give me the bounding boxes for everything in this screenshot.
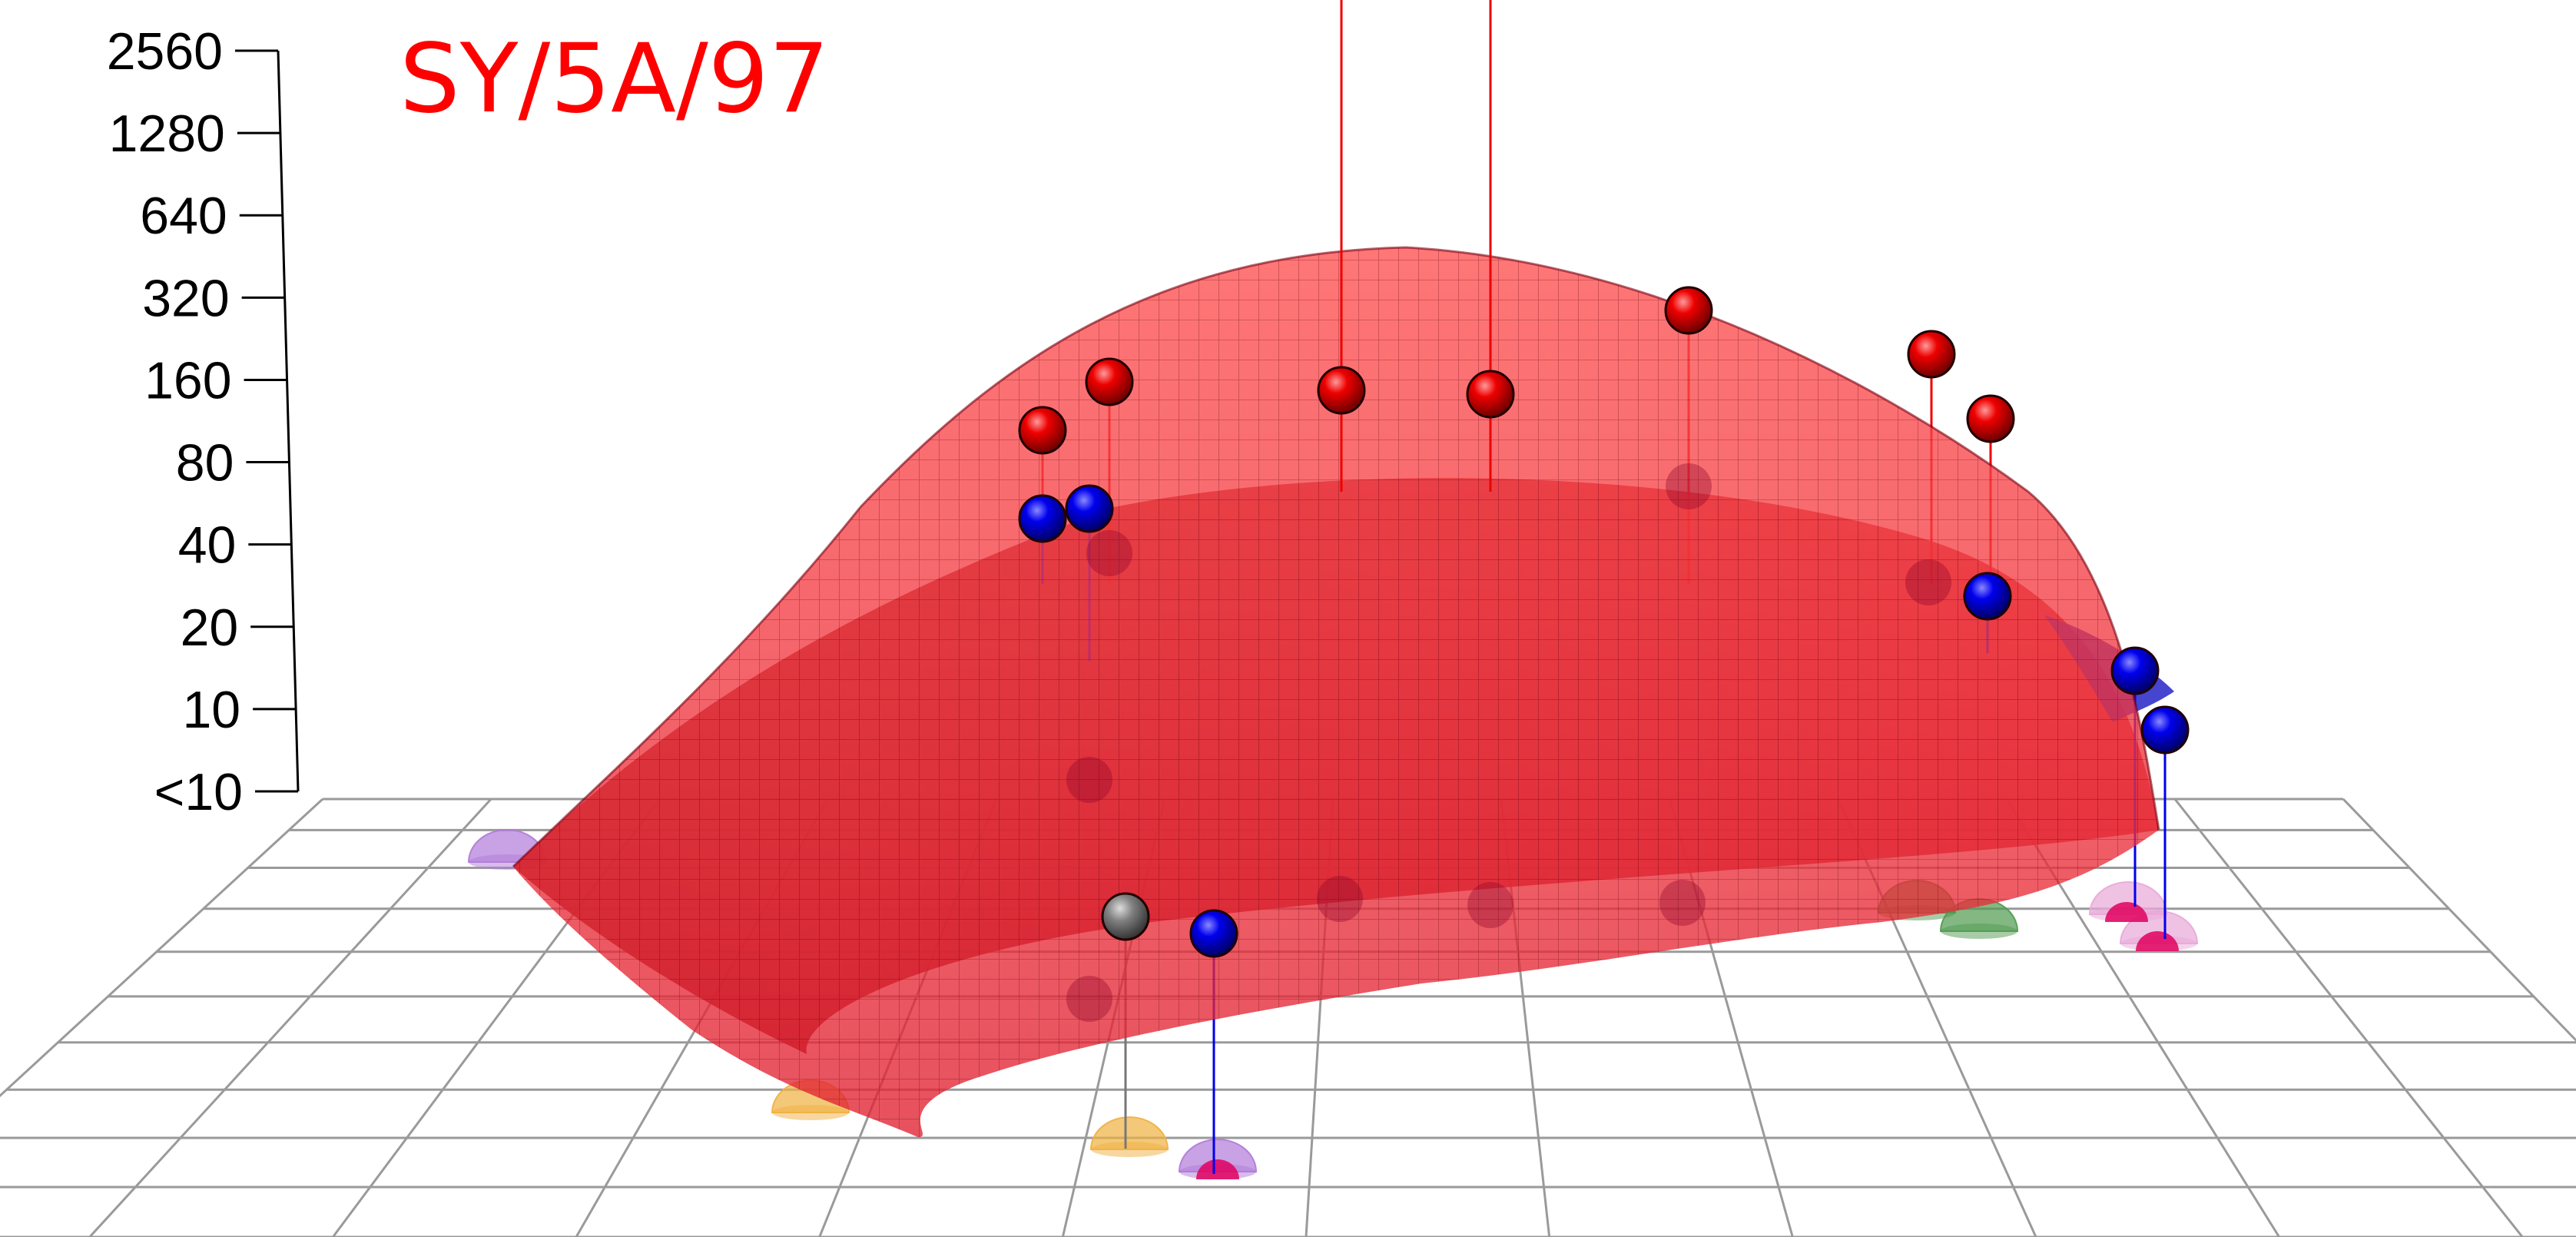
z-axis-line	[277, 50, 300, 792]
floor-shadow-core	[2136, 931, 2179, 951]
z-tick-label: 320	[142, 269, 229, 327]
floor-shadow-core	[1196, 1159, 1239, 1179]
z-tick-label: 10	[182, 681, 240, 739]
z-tick-label: 80	[176, 434, 234, 492]
red-point-r1	[1018, 406, 1067, 455]
z-tick-label: 160	[144, 351, 231, 410]
floor-shadow-base	[772, 1105, 849, 1120]
data-points	[1018, 286, 2190, 958]
red-point-r4	[1466, 370, 1515, 419]
z-tick-label: <10	[154, 763, 243, 821]
surface-projection-mark	[1905, 559, 1951, 605]
red-point-r7	[1966, 394, 2015, 443]
red-point-r2	[1085, 357, 1134, 406]
surface-projection-mark	[1086, 530, 1132, 576]
surface-projection-mark	[1066, 757, 1112, 803]
z-tick-label: 2560	[107, 22, 223, 81]
z-tick-label: 40	[178, 516, 237, 575]
surface-projection-mark	[1066, 976, 1112, 1022]
gray-point-g1	[1101, 892, 1150, 941]
z-tick-label: 20	[181, 599, 239, 657]
surface-projection-mark	[1666, 463, 1712, 509]
blue-point-b4	[2110, 646, 2160, 695]
blue-point-b3	[1963, 572, 2012, 621]
z-tick-label: 1280	[109, 104, 225, 163]
surface-upper-outline	[512, 246, 2160, 868]
floor-shadow-base	[1941, 924, 2017, 939]
z-tick-label: 640	[140, 187, 227, 245]
surface-upper-mesh	[513, 247, 2159, 1137]
blue-point-b1	[1018, 494, 1067, 543]
red-point-r3	[1317, 366, 1366, 415]
floor-shadow-base	[1091, 1142, 1168, 1157]
red-point-r6	[1907, 330, 1956, 379]
blue-point-b6	[1189, 909, 1238, 958]
floor-grid-line	[2342, 798, 2576, 1043]
surface-projection-mark	[1467, 882, 1513, 928]
floor-grid-line	[2173, 798, 2524, 1237]
floor-shadow-core	[2105, 902, 2148, 922]
surface-projection-mark	[1317, 876, 1363, 922]
surface-projection-mark	[1659, 880, 1706, 926]
floor-shadow-dome	[1178, 1139, 1258, 1172]
floor-grid-line	[0, 798, 324, 1098]
floor-shadow-dome	[1089, 1116, 1169, 1150]
z-axis: <10 10 20 40 80 160 320 640 1280 2560	[107, 22, 300, 821]
chart-title: SY/5A/97	[399, 24, 830, 134]
red-point-r5	[1664, 286, 1713, 335]
blue-point-b2	[1065, 484, 1114, 533]
floor-grid-line	[88, 798, 492, 1237]
blue-point-b5	[2140, 705, 2190, 754]
